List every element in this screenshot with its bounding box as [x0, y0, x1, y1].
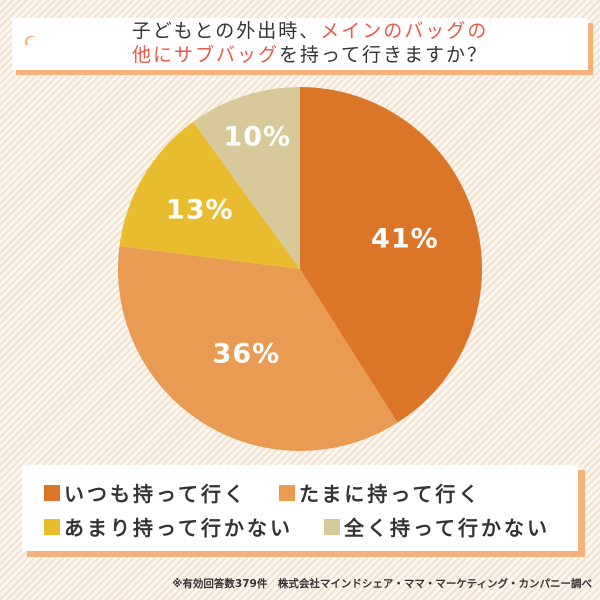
legend-swatch — [44, 518, 60, 535]
pie-slice — [118, 246, 398, 452]
legend-item-always: いつも持って行く — [44, 478, 247, 507]
pie-svg — [118, 87, 483, 452]
legend-item-sometimes: たまに持って行く — [279, 478, 481, 507]
title-box — [12, 18, 588, 70]
legend-swatch — [44, 484, 60, 501]
title-line-1: 子どもとの外出時、メインのバッグの — [131, 20, 489, 42]
pie-slice — [193, 87, 300, 269]
pie-slice — [119, 121, 301, 269]
title-line-2: 他にサブバッグを持って行きますか？ — [131, 44, 489, 66]
legend — [22, 465, 578, 551]
legend-swatch — [279, 484, 295, 501]
pie-slice-label: 41% — [371, 223, 439, 255]
orange-crescent-icon — [25, 35, 37, 45]
legend-swatch — [324, 518, 340, 535]
legend-item-never: 全く持って行かない — [324, 512, 550, 541]
pie-slice-label: 36% — [212, 338, 281, 370]
page-title: 子どもとの外出時、メインのバッグの 他にサブバッグを持って行きますか？ — [60, 19, 560, 67]
pie-slice-label: 13% — [165, 194, 234, 226]
pie-slice-label: 10% — [223, 121, 292, 153]
pie-slice — [300, 87, 483, 423]
pie-chart — [117, 86, 483, 452]
legend-item-rarely: あまり持って行かない — [44, 512, 293, 541]
source-note: ※有効回答数379件 株式会社マインドシェア・ママ・マーケティング・カンパニー調… — [172, 578, 592, 590]
